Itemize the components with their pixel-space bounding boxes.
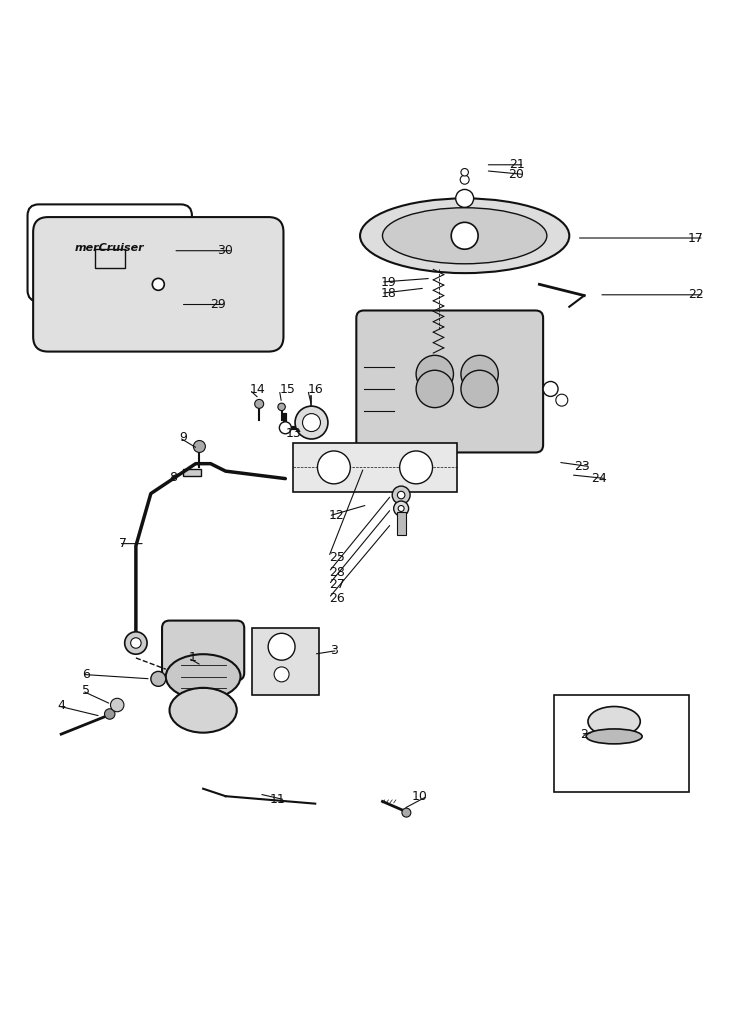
Circle shape [278,403,285,411]
Circle shape [460,175,470,184]
Text: 27: 27 [328,579,344,591]
Circle shape [416,370,454,408]
Text: 3: 3 [330,644,338,657]
Circle shape [461,169,469,176]
Text: 8: 8 [170,471,178,484]
Text: 30: 30 [217,244,233,257]
Text: 15: 15 [279,383,296,397]
Text: 2: 2 [580,727,588,740]
Text: 25: 25 [328,550,344,563]
Circle shape [402,809,411,817]
Text: 21: 21 [509,159,524,171]
Bar [182,469,201,476]
Circle shape [461,355,498,393]
Text: 4: 4 [58,700,65,712]
Circle shape [398,505,404,512]
Ellipse shape [170,687,237,732]
FancyBboxPatch shape [356,310,543,453]
Bar [292,443,458,491]
Ellipse shape [382,207,547,263]
FancyBboxPatch shape [162,620,244,680]
FancyBboxPatch shape [33,217,284,352]
Ellipse shape [588,707,640,736]
Circle shape [456,189,474,207]
Bar [94,249,124,267]
Text: 23: 23 [574,460,590,473]
Circle shape [152,279,164,290]
Circle shape [302,414,320,431]
Circle shape [279,422,291,434]
Circle shape [194,440,206,453]
Ellipse shape [166,654,241,699]
Circle shape [394,501,409,516]
Text: 28: 28 [328,565,344,579]
Text: merCruiser: merCruiser [75,243,145,253]
Ellipse shape [360,198,569,274]
Circle shape [151,671,166,686]
Text: 11: 11 [269,793,285,806]
Circle shape [124,632,147,654]
Circle shape [416,355,454,393]
Circle shape [452,223,478,249]
Text: 6: 6 [82,668,90,681]
Text: 17: 17 [688,232,703,244]
Circle shape [392,486,410,504]
Circle shape [556,395,568,406]
Bar [397,513,406,535]
Circle shape [255,400,264,409]
Text: 9: 9 [179,431,187,444]
Ellipse shape [586,729,642,743]
Text: 5: 5 [82,684,90,698]
Circle shape [317,451,350,484]
Circle shape [130,638,141,648]
Circle shape [398,491,405,498]
Text: 7: 7 [118,537,127,550]
Text: 13: 13 [286,427,302,440]
Circle shape [543,381,558,397]
Text: 10: 10 [412,789,428,802]
Text: 18: 18 [381,287,397,300]
Text: 16: 16 [308,383,323,397]
Circle shape [274,667,289,681]
Bar [252,629,319,696]
Circle shape [461,370,498,408]
Polygon shape [54,239,263,337]
Text: 29: 29 [210,298,226,311]
Circle shape [400,451,433,484]
Circle shape [104,709,115,719]
Bar [554,696,688,792]
Circle shape [110,699,124,712]
Text: 24: 24 [591,472,607,485]
Circle shape [268,634,295,660]
Text: 1: 1 [188,652,196,664]
Text: 26: 26 [328,592,344,605]
Text: 12: 12 [328,510,344,523]
Text: 20: 20 [509,168,524,181]
Circle shape [295,406,328,439]
Text: 19: 19 [381,276,397,289]
Text: 22: 22 [688,288,703,301]
FancyBboxPatch shape [586,709,642,734]
Text: 14: 14 [250,383,266,397]
